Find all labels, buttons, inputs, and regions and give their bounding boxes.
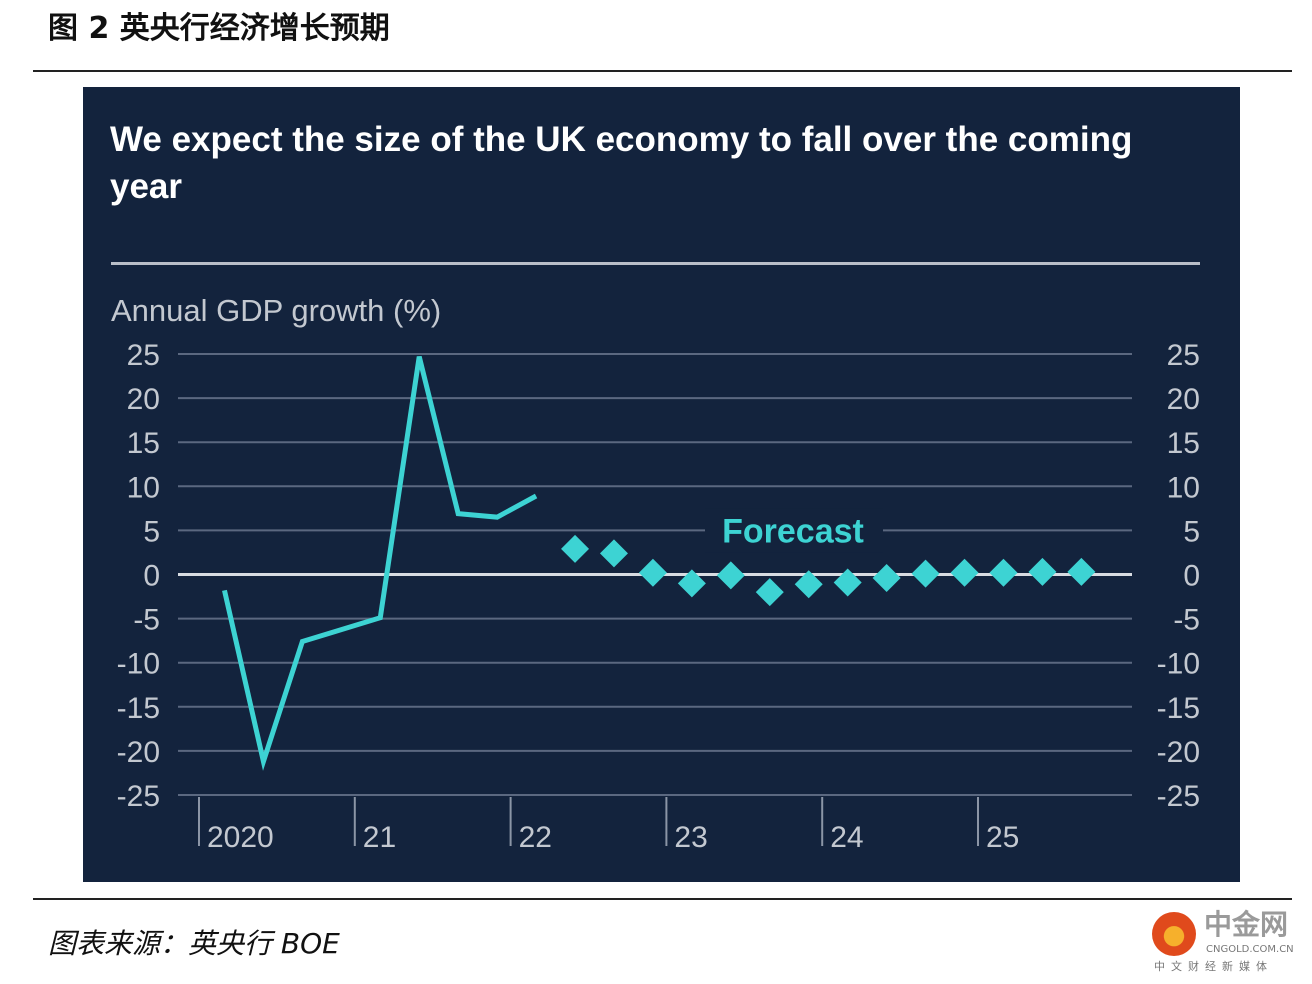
forecast-diamond: [561, 534, 590, 563]
y-tick-label-right: 0: [1183, 560, 1200, 593]
chart-title: We expect the size of the UK economy to …: [110, 120, 1133, 206]
top-rule: [33, 70, 1292, 72]
y-tick-label-right: -10: [1157, 648, 1200, 681]
y-tick-label-right: 10: [1167, 471, 1200, 504]
logo-domain: CNGOLD.COM.CN: [1206, 944, 1294, 955]
y-tick-label-right: 25: [1167, 339, 1200, 372]
y-tick-label-left: 15: [127, 427, 160, 460]
x-tick-label: 24: [830, 821, 863, 854]
y-tick-label-right: -25: [1157, 780, 1200, 813]
y-tick-label-left: 20: [127, 383, 160, 416]
forecast-diamond: [1067, 557, 1096, 586]
y-axis-label: Annual GDP growth (%): [111, 293, 442, 328]
y-tick-label-right: 5: [1183, 515, 1200, 548]
y-tick-label-left: 25: [127, 339, 160, 372]
forecast-diamond: [599, 539, 628, 568]
forecast-diamond: [833, 568, 862, 597]
y-tick-label-right: -15: [1157, 692, 1200, 725]
y-tick-label-left: -10: [117, 648, 160, 681]
y-tick-label-right: 15: [1167, 427, 1200, 460]
y-tick-label-left: -5: [133, 604, 160, 637]
x-tick-label: 21: [363, 821, 396, 854]
y-tick-label-left: 10: [127, 471, 160, 504]
source-note: 图表来源：英央行 BOE: [48, 927, 340, 960]
logo-tagline: 中文财经新媒体: [1154, 960, 1273, 973]
y-tick-label-right: -20: [1157, 736, 1200, 769]
figure-title: 图 2 英央行经济增长预期: [48, 11, 390, 46]
forecast-diamond: [716, 561, 745, 590]
y-tick-label-left: 5: [143, 515, 160, 548]
logo-mark-icon: [1152, 912, 1196, 956]
bottom-rule: [33, 898, 1292, 900]
forecast-diamond: [989, 558, 1018, 587]
y-tick-label-left: -15: [117, 692, 160, 725]
forecast-diamond: [950, 558, 979, 587]
forecast-diamond: [677, 569, 706, 598]
cngold-logo: 中金网 CNGOLD.COM.CN 中文财经新媒体: [1152, 910, 1308, 980]
logo-text: 中金网: [1204, 908, 1289, 941]
gdp-line: [222, 356, 538, 771]
y-tick-label-left: 0: [143, 560, 160, 593]
forecast-label-bg: [705, 508, 883, 553]
x-tick-label: 22: [519, 821, 552, 854]
title-separator: [111, 262, 1200, 265]
forecast-diamond: [755, 578, 784, 607]
y-tick-label-left: -25: [117, 780, 160, 813]
x-tick-label: 25: [986, 821, 1019, 854]
y-tick-label-right: -5: [1173, 604, 1200, 637]
x-tick-label: 23: [674, 821, 707, 854]
forecast-diamond: [911, 559, 940, 588]
x-tick-label: 2020: [207, 821, 274, 854]
forecast-diamond: [638, 558, 667, 587]
forecast-label: Forecast: [722, 512, 864, 550]
forecast-diamond: [794, 570, 823, 599]
y-tick-label-left: -20: [117, 736, 160, 769]
forecast-diamond: [1028, 557, 1057, 586]
forecast-diamond: [872, 564, 901, 593]
y-tick-label-right: 20: [1167, 383, 1200, 416]
chart-panel: [83, 87, 1240, 882]
